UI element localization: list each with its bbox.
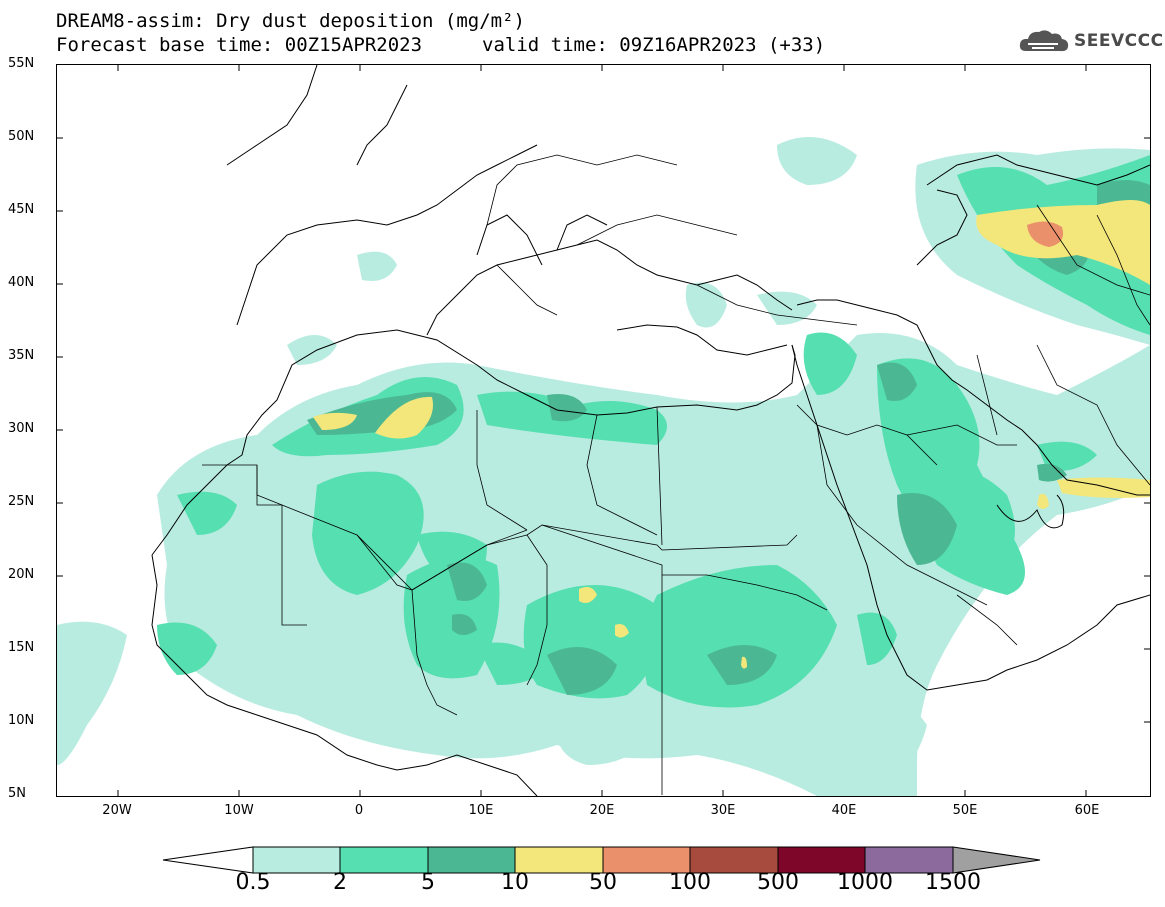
map-title: DREAM8-assim: Dry dust deposition (mg/m²…: [56, 10, 525, 32]
legend-label: 1500: [925, 870, 981, 895]
legend-over-arrow: [952, 846, 1041, 874]
legend-box-2: [339, 846, 429, 874]
lon-label: 60E: [1074, 803, 1100, 818]
lon-label: 30E: [710, 803, 736, 818]
logo-text: SEEVCCC: [1074, 31, 1164, 51]
lat-label: 5N: [8, 786, 26, 801]
lat-label: 40N: [8, 275, 35, 290]
legend-label: 500: [757, 870, 799, 895]
map-canvas: [57, 65, 1150, 796]
legend-box-3: [427, 846, 516, 874]
lat-label: 45N: [8, 202, 35, 217]
legend-label: 5: [421, 870, 435, 895]
lat-label: 55N: [8, 56, 35, 71]
lon-label: 10W: [224, 803, 254, 818]
lon-label: 10E: [468, 803, 494, 818]
lat-label: 50N: [8, 129, 35, 144]
legend-label: 10: [501, 870, 529, 895]
dust-level-4: [313, 200, 1150, 669]
forecast-base-time: Forecast base time: 00Z15APR2023: [56, 34, 423, 56]
legend-box-1: [252, 846, 341, 874]
legend-label: 0.5: [235, 870, 271, 895]
legend-label: 100: [669, 870, 711, 895]
lat-label: 15N: [8, 640, 35, 655]
seevccc-logo: SEEVCCC: [1018, 27, 1164, 55]
legend-label: 50: [589, 870, 617, 895]
dust-level-5: [1027, 221, 1064, 247]
cloud-icon: [1019, 30, 1069, 52]
valid-time: valid time: 09Z16APR2023 (+33): [482, 34, 826, 56]
lon-label: 40E: [831, 803, 857, 818]
lat-label: 20N: [8, 567, 35, 582]
lon-label: 20E: [589, 803, 615, 818]
legend-box-6: [689, 846, 779, 874]
legend-box-5: [602, 846, 691, 874]
legend-box-7: [777, 846, 866, 874]
lon-label: 50E: [952, 803, 978, 818]
lon-label: 20W: [102, 803, 132, 818]
lon-label: 0: [354, 803, 364, 818]
lat-label: 25N: [8, 494, 35, 509]
lat-label: 30N: [8, 421, 35, 436]
legend-label: 2: [333, 870, 347, 895]
dust-deposition-map: [56, 64, 1151, 797]
legend-label: 1000: [837, 870, 893, 895]
coastlines: [151, 65, 1150, 796]
country-borders: [202, 154, 1150, 795]
color-legend: [162, 846, 1041, 874]
lat-label: 10N: [8, 713, 35, 728]
lat-label: 35N: [8, 348, 35, 363]
legend-box-4: [514, 846, 604, 874]
